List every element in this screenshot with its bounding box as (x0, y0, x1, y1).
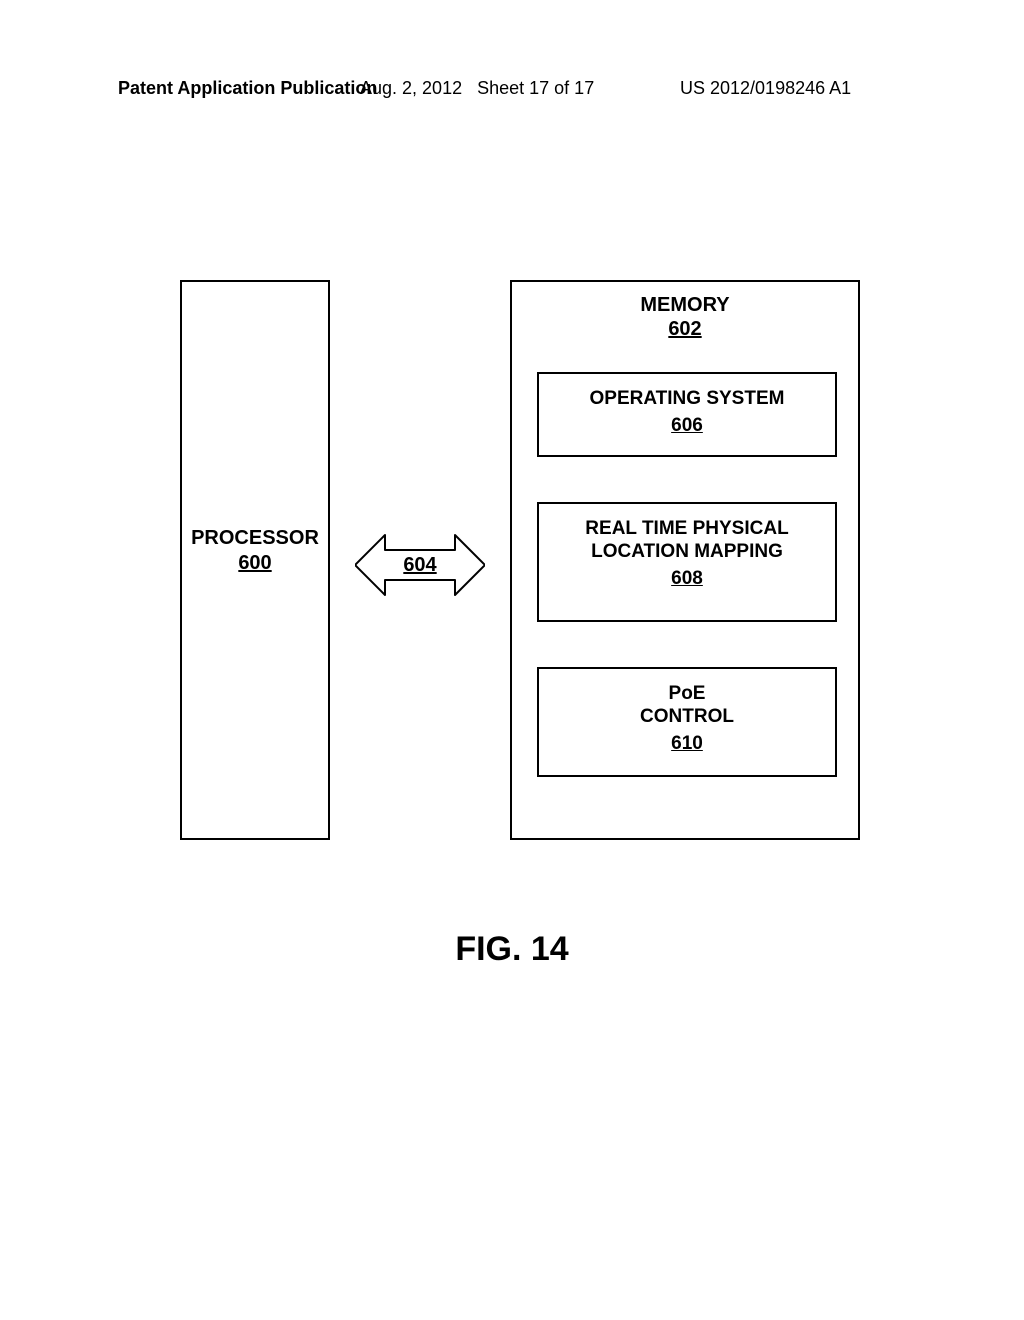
patent-page: Patent Application Publication Aug. 2, 2… (0, 0, 1024, 1320)
poe-block: PoE CONTROL 610 (537, 667, 837, 777)
processor-ref: 600 (182, 552, 328, 575)
os-label: OPERATING SYSTEM (545, 388, 829, 411)
figure-caption: FIG. 14 (0, 930, 1024, 969)
header-publication-type: Patent Application Publication (118, 78, 377, 99)
header-sheet: Sheet 17 of 17 (477, 78, 594, 98)
block-diagram: PROCESSOR 600 604 MEMORY 602 OPERATING S… (180, 280, 860, 880)
memory-label: MEMORY (512, 294, 858, 317)
memory-block: MEMORY 602 OPERATING SYSTEM 606 REAL TIM… (510, 280, 860, 840)
rtpl-ref: 608 (545, 568, 829, 590)
header-date: Aug. 2, 2012 (360, 78, 462, 98)
memory-ref: 602 (512, 318, 858, 341)
bus-ref: 604 (355, 554, 485, 577)
header-date-sheet: Aug. 2, 2012 Sheet 17 of 17 (360, 78, 594, 99)
bus-arrow: 604 (355, 530, 485, 600)
processor-block: PROCESSOR 600 (180, 280, 330, 840)
rtpl-block: REAL TIME PHYSICAL LOCATION MAPPING 608 (537, 502, 837, 622)
processor-label: PROCESSOR (182, 527, 328, 550)
rtpl-label: REAL TIME PHYSICAL LOCATION MAPPING (545, 518, 829, 564)
poe-ref: 610 (545, 733, 829, 755)
poe-label: PoE CONTROL (545, 683, 829, 729)
header-publication-number: US 2012/0198246 A1 (680, 78, 851, 99)
os-ref: 606 (545, 415, 829, 437)
os-block: OPERATING SYSTEM 606 (537, 372, 837, 457)
